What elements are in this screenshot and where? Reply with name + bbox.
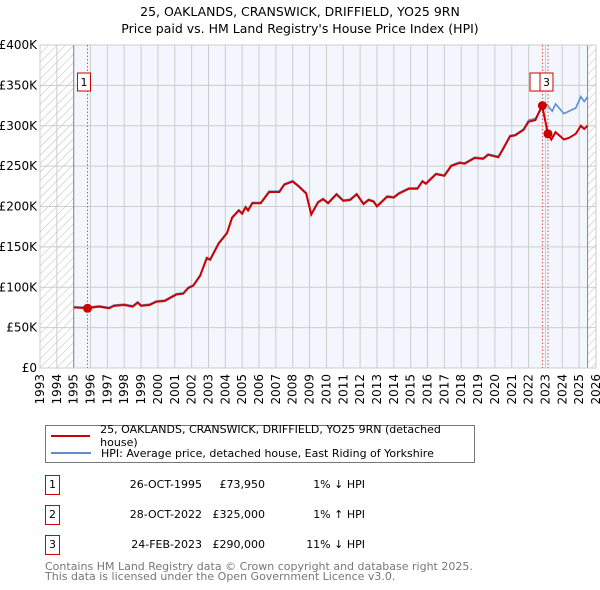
- transaction-number: 2: [45, 505, 60, 525]
- x-tick-label: 1994: [50, 374, 64, 405]
- x-tick-label: 2010: [319, 374, 333, 405]
- x-tick-label: 2021: [505, 374, 519, 405]
- transaction-date: 28-OCT-2022: [129, 508, 202, 521]
- x-tick-label: 2018: [454, 374, 468, 405]
- chart-subtitle: Price paid vs. HM Land Registry's House …: [121, 21, 479, 36]
- y-tick-label: £150K: [0, 240, 38, 254]
- x-tick-label: 2012: [353, 374, 367, 405]
- y-tick-label: £300K: [0, 119, 38, 133]
- x-tick-label: 2025: [572, 374, 586, 405]
- y-tick-label: £50K: [6, 321, 38, 335]
- sale-3-point: [543, 129, 553, 139]
- x-tick-label: 2007: [269, 374, 283, 405]
- y-tick-label: £0: [22, 361, 37, 375]
- legend-item-property: 25, OAKLANDS, CRANSWICK, DRIFFIELD, YO25…: [46, 423, 474, 449]
- x-tick-label: 2011: [336, 374, 350, 405]
- legend-swatch-blue: [51, 452, 91, 454]
- x-tick-label: 2000: [151, 374, 165, 405]
- y-tick-label: £100K: [0, 280, 38, 294]
- sale-1-label-box: [77, 72, 92, 92]
- footer-licence: This data is licensed under the Open Gov…: [45, 570, 396, 583]
- x-tick-label: 2003: [201, 374, 215, 405]
- transaction-row: 2 28-OCT-2022 £325,000 1% ↑ HPI: [45, 505, 465, 525]
- chart-title: 25, OAKLANDS, CRANSWICK, DRIFFIELD, YO25…: [140, 4, 460, 19]
- x-tick-label: 2014: [387, 374, 401, 405]
- x-tick-label: 1995: [67, 374, 81, 405]
- x-tick-label: 2020: [488, 374, 502, 405]
- transaction-row: 1 26-OCT-1995 £73,950 1% ↓ HPI: [45, 475, 465, 495]
- x-tick-label: 2015: [404, 374, 418, 405]
- transaction-hpi: 1% ↑ HPI: [313, 508, 365, 521]
- footer-copyright: Contains HM Land Registry data © Crown c…: [45, 560, 473, 573]
- transaction-date: 26-OCT-1995: [129, 478, 202, 491]
- y-tick-label: £200K: [0, 200, 38, 214]
- x-tick-label: 2004: [218, 374, 232, 405]
- x-tick-label: 2016: [421, 374, 435, 405]
- sale-1-point: [83, 303, 93, 313]
- legend: 25, OAKLANDS, CRANSWICK, DRIFFIELD, YO25…: [45, 423, 475, 463]
- transaction-number: 1: [45, 475, 60, 495]
- x-tick-label: 2006: [252, 374, 266, 405]
- x-tick-label: 2001: [168, 374, 182, 405]
- plot-frame: [39, 44, 597, 369]
- x-tick-label: 1993: [33, 374, 47, 405]
- x-tick-label: 2026: [589, 374, 600, 405]
- legend-label: 25, OAKLANDS, CRANSWICK, DRIFFIELD, YO25…: [100, 423, 441, 449]
- transaction-row: 3 24-FEB-2023 £290,000 11% ↓ HPI: [45, 535, 465, 555]
- sale-3-label-box: [539, 72, 554, 92]
- transaction-number: 3: [45, 535, 60, 555]
- x-tick-label: 2013: [370, 374, 384, 405]
- x-tick-label: 2002: [185, 374, 199, 405]
- x-tick-label: 2005: [235, 374, 249, 405]
- y-tick-label: £400K: [0, 38, 38, 52]
- x-tick-label: 1999: [134, 374, 148, 405]
- transaction-price: £73,950: [219, 478, 266, 491]
- sale-2-point: [537, 101, 547, 111]
- transaction-price: £290,000: [212, 538, 266, 551]
- y-tick-label: £250K: [0, 159, 38, 173]
- legend-label: HPI: Average price, detached house, East…: [101, 446, 434, 460]
- transaction-price: £325,000: [212, 508, 266, 521]
- x-tick-label: 2009: [303, 374, 317, 405]
- legend-swatch-red: [51, 435, 91, 437]
- x-tick-label: 2017: [437, 374, 451, 405]
- x-tick-label: 1998: [117, 374, 131, 405]
- y-tick-label: £350K: [0, 78, 38, 92]
- price-chart: £0 £50K £100K £150K £200K £250K £300K £350K £400…: [0, 38, 600, 405]
- x-tick-label: 2024: [555, 374, 569, 405]
- x-tick-label: 1996: [84, 374, 98, 405]
- x-tick-label: 2023: [538, 374, 552, 405]
- transaction-hpi: 11% ↓ HPI: [306, 538, 365, 551]
- transaction-hpi: 1% ↓ HPI: [313, 478, 365, 491]
- x-tick-label: 2022: [522, 374, 536, 405]
- x-tick-label: 2019: [471, 374, 485, 405]
- sale-3-label: 3: [543, 76, 550, 89]
- sale-1-label: 1: [81, 76, 88, 89]
- legend-item-hpi: HPI: Average price, detached house, East…: [46, 445, 434, 461]
- x-tick-label: 2008: [286, 374, 300, 405]
- transaction-date: 24-FEB-2023: [131, 538, 202, 551]
- x-tick-label: 1997: [100, 374, 114, 405]
- property-price-line: [73, 102, 589, 310]
